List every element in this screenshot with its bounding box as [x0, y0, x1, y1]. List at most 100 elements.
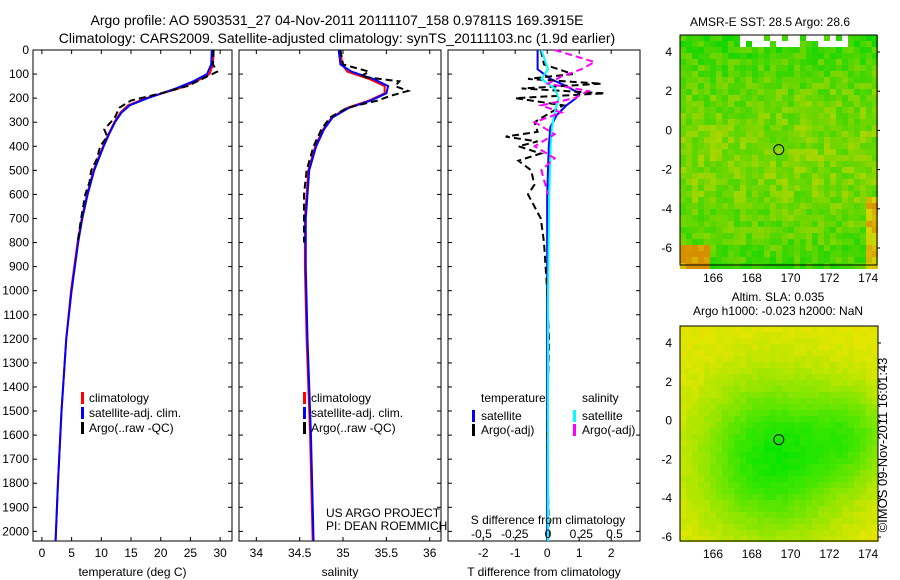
map-cell: [860, 215, 866, 221]
map-cell: [758, 173, 764, 179]
map-cell: [794, 65, 800, 71]
map-cell: [722, 524, 728, 530]
map-cell: [728, 398, 734, 404]
map-cell: [818, 59, 824, 65]
map-cell: [854, 434, 860, 440]
map-cell: [710, 107, 716, 113]
map-cell: [734, 47, 740, 53]
map-cell: [830, 404, 836, 410]
map-cell: [734, 89, 740, 95]
map-cell: [824, 101, 830, 107]
map-cell: [770, 161, 776, 167]
map-cell: [692, 494, 698, 500]
map-cell: [818, 155, 824, 161]
map-cell: [866, 185, 872, 191]
map-cell: [812, 464, 818, 470]
map-cell: [860, 47, 866, 53]
map-cell: [818, 221, 824, 227]
map-cell: [782, 524, 788, 530]
map-cell: [698, 470, 704, 476]
map-cell: [686, 356, 692, 362]
map-cell: [716, 326, 722, 332]
map-cell: [764, 221, 770, 227]
map-cell: [872, 191, 878, 197]
map-cell: [728, 410, 734, 416]
map-cell: [794, 179, 800, 185]
map-cell: [704, 452, 710, 458]
map-cell: [680, 476, 686, 482]
map-cell: [818, 197, 824, 203]
map-cell: [818, 338, 824, 344]
map-cell: [818, 482, 824, 488]
map-cell: [728, 203, 734, 209]
map-cell: [716, 83, 722, 89]
map-cell: [764, 143, 770, 149]
map-cell: [800, 41, 806, 47]
map-cell: [728, 197, 734, 203]
map-cell: [866, 137, 872, 143]
map-cell: [806, 155, 812, 161]
top-tick-label: -0.5: [471, 527, 492, 541]
map-cell: [872, 95, 878, 101]
map-cell: [758, 179, 764, 185]
map-cell: [758, 440, 764, 446]
map-cell: [800, 239, 806, 245]
map-cell: [788, 101, 794, 107]
map-cell: [680, 95, 686, 101]
map-cell: [854, 35, 860, 41]
map-cell: [704, 251, 710, 257]
map-cell: [746, 167, 752, 173]
map-cell: [692, 263, 698, 269]
map-cell: [680, 263, 686, 269]
map-cell: [776, 53, 782, 59]
map-cell: [758, 167, 764, 173]
map-cell: [692, 392, 698, 398]
map-cell: [824, 263, 830, 269]
map-cell: [680, 530, 686, 536]
map-cell: [722, 263, 728, 269]
map-cell: [848, 185, 854, 191]
map-cell: [752, 350, 758, 356]
map-cell: [734, 356, 740, 362]
map-cell: [704, 392, 710, 398]
map-cell: [812, 536, 818, 542]
map-cell: [680, 83, 686, 89]
map-cell: [728, 251, 734, 257]
map-cell: [800, 65, 806, 71]
map-cell: [824, 83, 830, 89]
y-tick-label: 800: [9, 236, 29, 250]
map-cell: [776, 536, 782, 542]
map-cell: [698, 344, 704, 350]
map-cell: [866, 167, 872, 173]
map-cell: [842, 332, 848, 338]
map-cell: [776, 263, 782, 269]
map-cell: [704, 101, 710, 107]
map-cell: [776, 95, 782, 101]
map-cell: [764, 470, 770, 476]
map-cell: [776, 35, 782, 41]
top-tick-label: 0.5: [606, 527, 623, 541]
map-cell: [866, 530, 872, 536]
map-cell: [794, 356, 800, 362]
map-cell: [782, 47, 788, 53]
map-cell: [698, 404, 704, 410]
map-cell: [740, 524, 746, 530]
map-cell: [686, 137, 692, 143]
map-cell: [758, 215, 764, 221]
map-cell: [848, 233, 854, 239]
map-cell: [776, 83, 782, 89]
y-tick-label: 1700: [2, 452, 29, 466]
map-cell: [854, 446, 860, 452]
map-cell: [800, 233, 806, 239]
map-cell: [806, 482, 812, 488]
map-cell: [806, 500, 812, 506]
map-cell: [854, 161, 860, 167]
map-cell: [746, 155, 752, 161]
map-cell: [866, 338, 872, 344]
map-cell: [836, 380, 842, 386]
map-cell: [710, 137, 716, 143]
map-cell: [788, 47, 794, 53]
map-cell: [728, 326, 734, 332]
map-cell: [860, 494, 866, 500]
map-cell: [692, 191, 698, 197]
